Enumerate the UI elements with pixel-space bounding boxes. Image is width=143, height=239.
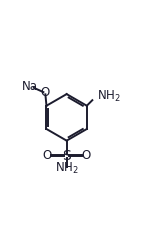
Text: NH$_2$: NH$_2$ xyxy=(97,89,121,104)
Text: Na: Na xyxy=(22,80,38,93)
Text: O: O xyxy=(43,149,52,162)
Text: S: S xyxy=(62,149,71,163)
Text: O: O xyxy=(81,149,90,162)
Text: NH$_2$: NH$_2$ xyxy=(55,161,79,176)
Text: O: O xyxy=(41,87,50,99)
